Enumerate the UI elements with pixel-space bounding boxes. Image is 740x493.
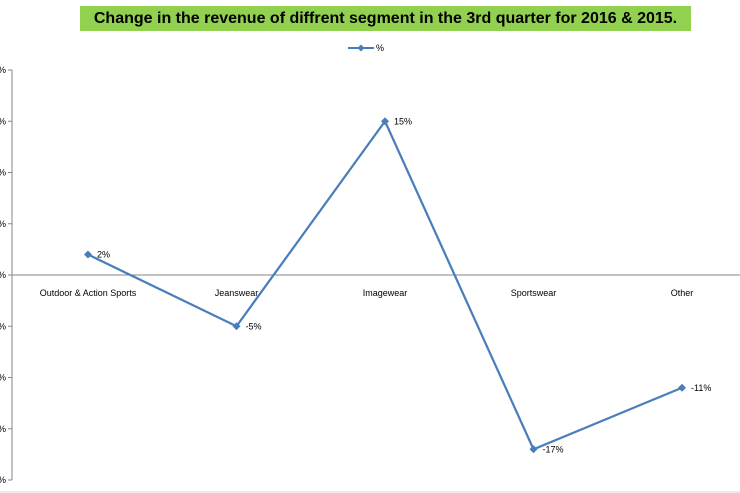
data-label: 2% (97, 250, 110, 260)
y-tick-label: -10% (0, 373, 6, 383)
y-tick-label: -15% (0, 424, 6, 434)
data-label: 15% (394, 116, 412, 126)
y-tick-label: -5% (0, 321, 6, 331)
x-tick-label: Other (671, 288, 694, 298)
chart-title: Change in the revenue of diffrent segmen… (80, 6, 691, 31)
x-tick-label: Jeanswear (215, 288, 259, 298)
legend-line-marker-icon (348, 44, 374, 52)
y-tick-label: 5% (0, 219, 6, 229)
data-point-marker (529, 445, 538, 454)
chart-title-text: Change in the revenue of diffrent segmen… (93, 9, 678, 27)
y-tick-label: 0% (0, 270, 6, 280)
data-point-marker (84, 250, 92, 259)
data-label: -17% (543, 444, 564, 454)
data-label: -5% (246, 321, 262, 331)
y-tick-label: 15% (0, 116, 6, 126)
data-point-marker (678, 383, 686, 392)
y-tick-label: 10% (0, 168, 6, 178)
y-tick-label: 20% (0, 65, 6, 75)
x-tick-label: Sportswear (511, 288, 557, 298)
legend-label: % (376, 43, 385, 53)
data-label: -11% (691, 383, 711, 393)
legend: % (348, 40, 384, 56)
x-tick-label: Imagewear (363, 288, 408, 298)
series-line (87, 119, 683, 451)
data-point-marker (232, 322, 241, 331)
x-tick-label: Outdoor & Action Sports (40, 288, 137, 298)
data-point-marker (381, 117, 389, 126)
y-tick-label: -20% (0, 475, 6, 485)
